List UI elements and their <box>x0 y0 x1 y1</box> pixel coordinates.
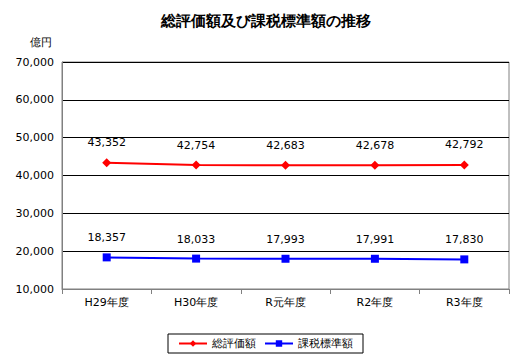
svg-text:R3年度: R3年度 <box>446 296 483 309</box>
svg-text:18,033: 18,033 <box>177 233 216 246</box>
svg-text:42,754: 42,754 <box>177 139 216 152</box>
svg-text:18,357: 18,357 <box>87 231 126 244</box>
svg-text:42,678: 42,678 <box>356 139 395 152</box>
svg-text:総評価額及び課税標準額の推移: 総評価額及び課税標準額の推移 <box>160 12 371 30</box>
svg-text:30,000: 30,000 <box>16 207 55 220</box>
svg-text:億円: 億円 <box>30 36 52 49</box>
svg-text:R元年度: R元年度 <box>265 296 306 309</box>
svg-text:R2年度: R2年度 <box>357 296 394 309</box>
svg-text:20,000: 20,000 <box>16 245 55 258</box>
svg-text:43,352: 43,352 <box>87 136 126 149</box>
svg-text:42,683: 42,683 <box>266 139 305 152</box>
svg-text:H29年度: H29年度 <box>85 296 129 309</box>
svg-text:課税標準額: 課税標準額 <box>298 337 353 350</box>
svg-text:50,000: 50,000 <box>16 131 55 144</box>
svg-text:17,993: 17,993 <box>266 233 305 246</box>
svg-text:10,000: 10,000 <box>16 283 55 296</box>
svg-text:H30年度: H30年度 <box>174 296 218 309</box>
svg-text:17,830: 17,830 <box>445 233 484 246</box>
svg-text:60,000: 60,000 <box>16 93 55 106</box>
svg-text:40,000: 40,000 <box>16 169 55 182</box>
svg-text:70,000: 70,000 <box>16 56 55 69</box>
svg-text:42,792: 42,792 <box>445 138 484 151</box>
svg-text:17,991: 17,991 <box>356 233 395 246</box>
svg-text:総評価額: 総評価額 <box>211 337 256 350</box>
